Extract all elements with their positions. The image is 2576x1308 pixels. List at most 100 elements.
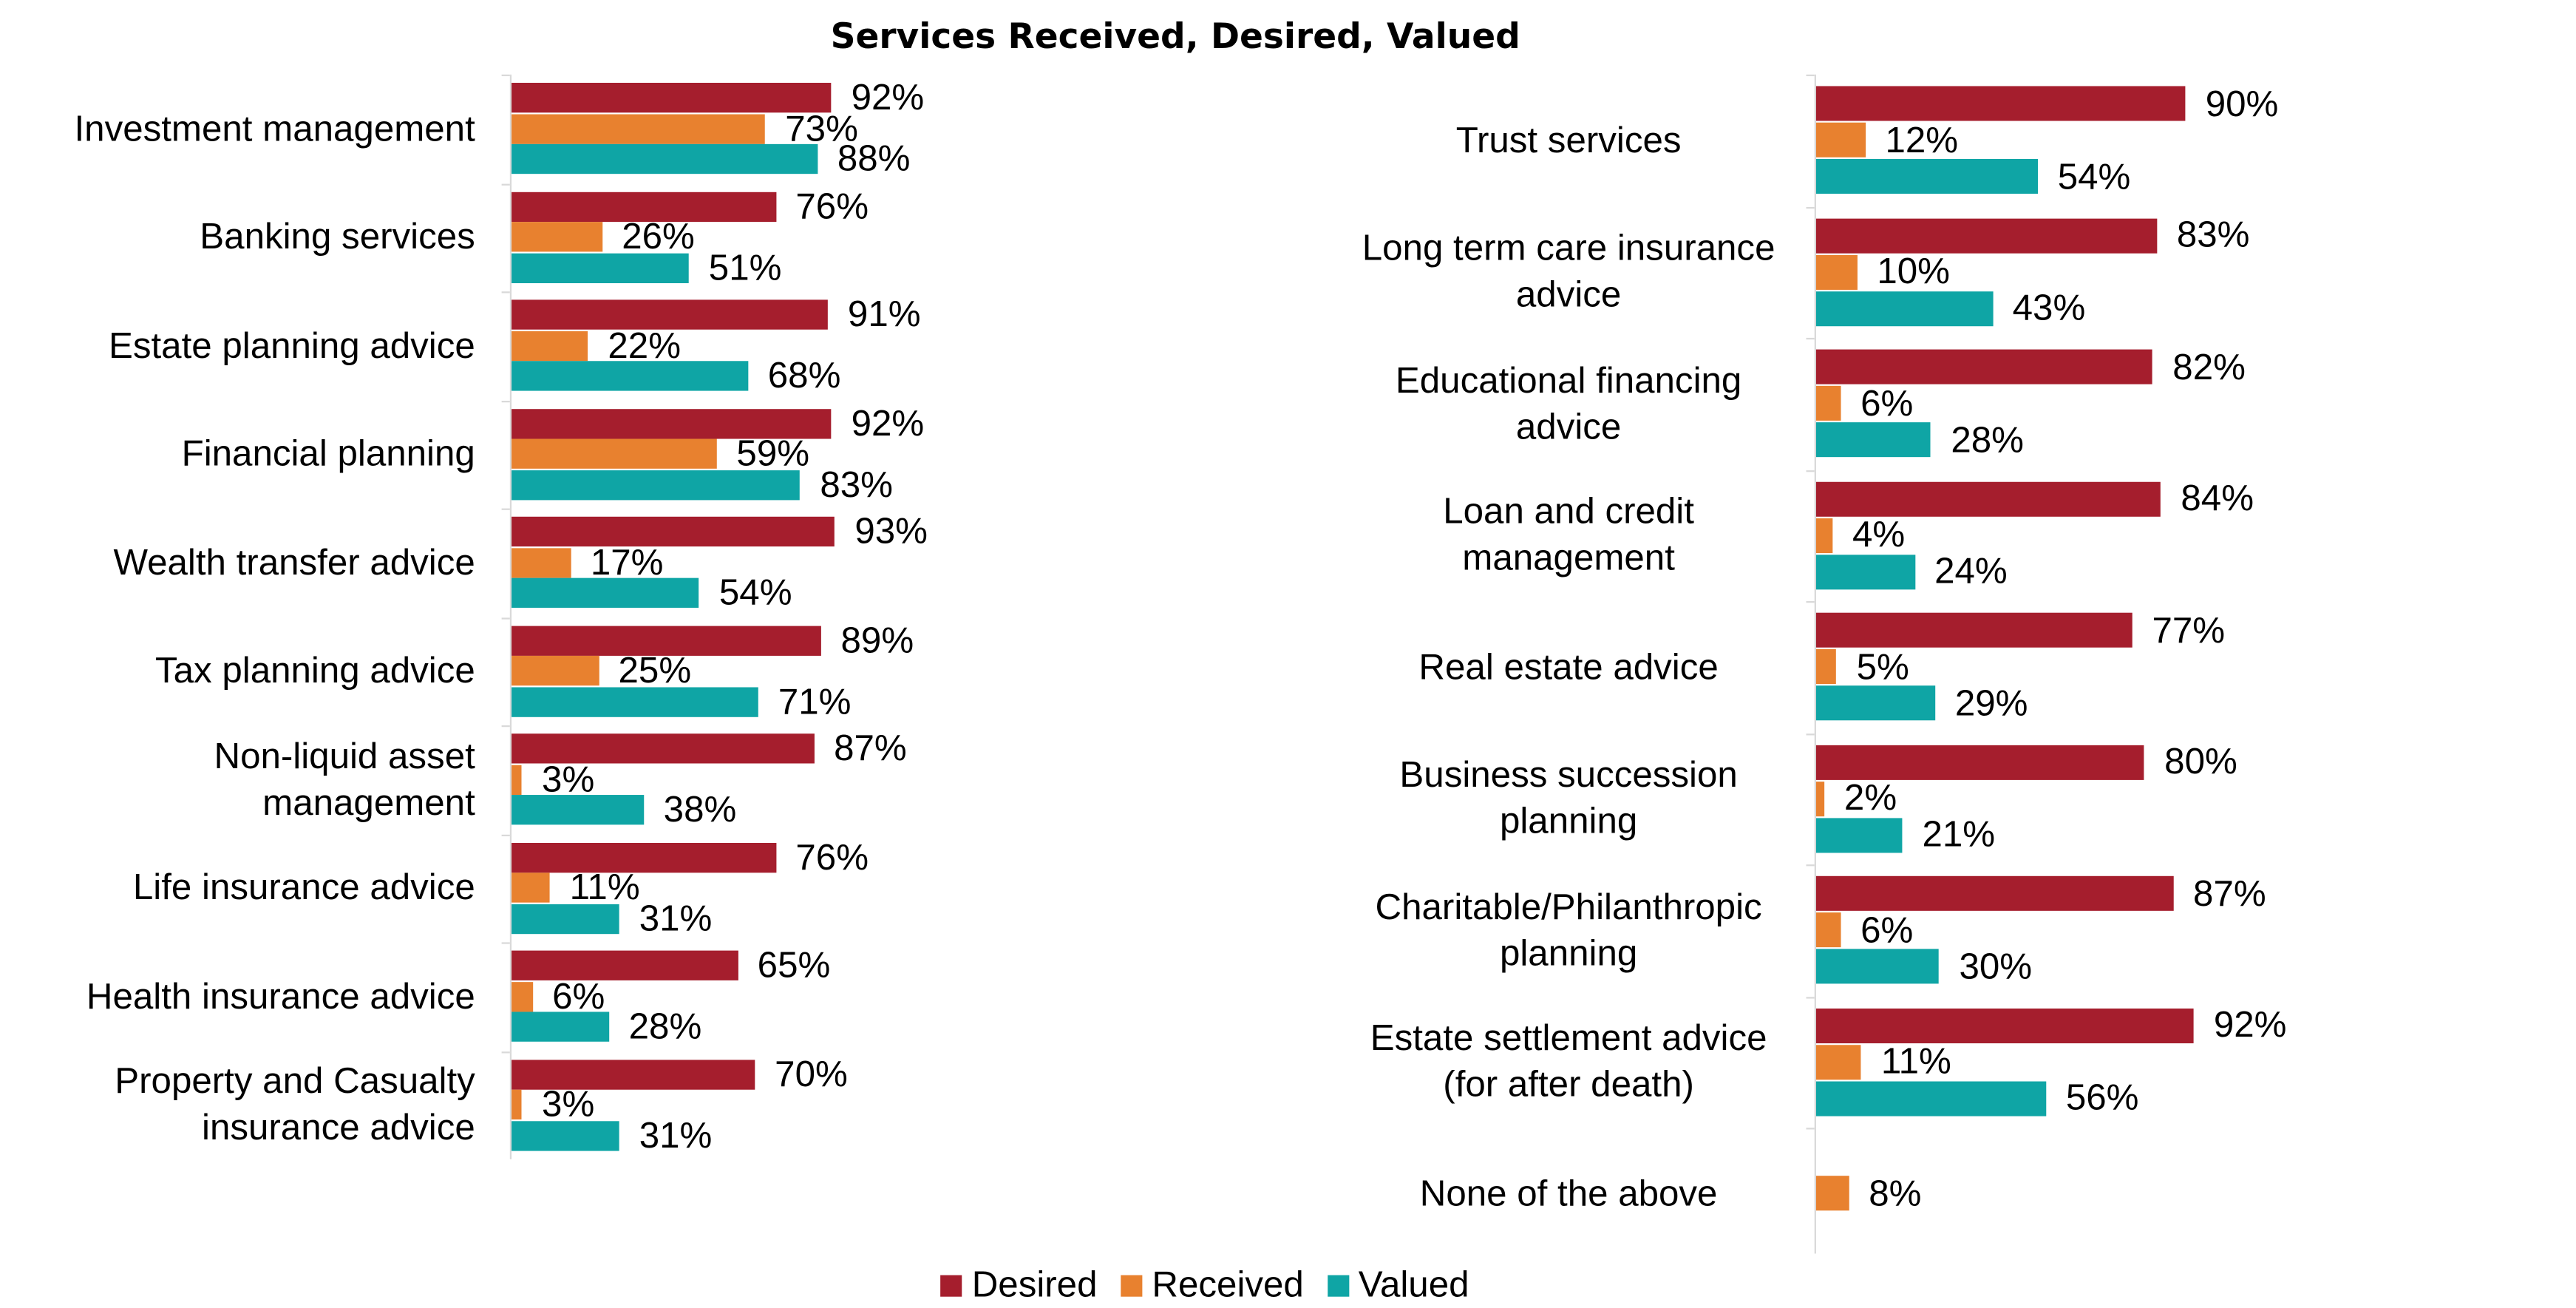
tick-mark <box>1806 601 1815 603</box>
tick-mark <box>1806 996 1815 998</box>
bar <box>512 578 700 609</box>
data-label: 28% <box>1951 419 2024 461</box>
bar <box>1815 1080 2046 1116</box>
axis-line <box>1814 74 1816 1254</box>
bar <box>512 1012 609 1043</box>
data-label: 90% <box>2205 82 2279 124</box>
bar <box>1815 87 2186 122</box>
tick-mark <box>501 508 510 510</box>
data-label: 76% <box>795 185 869 227</box>
data-label: 11% <box>1880 1040 1951 1082</box>
category-label: Real estate advice <box>1418 645 1719 687</box>
category-label: Charitable/Philanthropic planning <box>1375 885 1762 974</box>
data-label: 3% <box>542 1083 595 1125</box>
bar <box>512 733 815 765</box>
category-label: Loan and credit management <box>1443 490 1694 579</box>
bar <box>512 686 758 717</box>
bar <box>1815 745 2145 780</box>
data-label: 65% <box>757 944 831 986</box>
data-label: 24% <box>1934 550 2008 592</box>
category-label: Investment management <box>74 107 475 149</box>
bar <box>1815 159 2038 194</box>
tick-mark <box>1806 733 1815 735</box>
data-label: 25% <box>618 649 692 691</box>
data-label: 89% <box>840 619 914 661</box>
data-label: 21% <box>1922 813 1996 855</box>
bar <box>512 299 829 331</box>
data-label: 2% <box>1843 776 1897 819</box>
category-label: Estate settlement advice (for after deat… <box>1370 1017 1767 1105</box>
bar <box>512 765 523 795</box>
bar <box>1815 1176 1849 1211</box>
tick-mark <box>1806 337 1815 340</box>
bar <box>1815 518 1833 553</box>
data-label: 68% <box>767 354 841 396</box>
bar <box>1815 912 1841 948</box>
category-label: Trust services <box>1455 118 1682 160</box>
category-label: Financial planning <box>181 433 475 475</box>
bar <box>1815 350 2153 385</box>
data-label: 51% <box>708 246 782 288</box>
data-label: 30% <box>1959 945 2033 987</box>
tick-mark <box>501 183 510 185</box>
bar <box>512 408 832 438</box>
bar <box>512 517 835 547</box>
data-label: 83% <box>820 463 893 505</box>
data-label: 77% <box>2152 609 2226 651</box>
category-label: Non-liquid asset management <box>214 734 475 823</box>
data-label: 91% <box>847 293 921 335</box>
data-label: 71% <box>778 680 852 722</box>
category-label: Life insurance advice <box>132 866 475 908</box>
bar <box>1815 481 2161 517</box>
chart-title: Services Received, Desired, Valued <box>830 16 1520 57</box>
bar <box>1815 554 1915 589</box>
tick-mark <box>1806 74 1815 77</box>
category-label: Tax planning advice <box>154 649 475 691</box>
legend-swatch <box>1327 1274 1349 1296</box>
tick-mark <box>1806 864 1815 867</box>
bar <box>1815 218 2157 254</box>
data-label: 6% <box>1860 909 1914 951</box>
bar <box>512 439 717 470</box>
tick-mark <box>501 74 510 77</box>
data-label: 6% <box>1860 382 1914 424</box>
data-label: 6% <box>552 975 605 1017</box>
tick-mark <box>1806 1128 1815 1130</box>
tick-mark <box>501 725 510 728</box>
category-label: Property and Casualty insurance advice <box>115 1060 475 1148</box>
data-label: 8% <box>1869 1172 1922 1214</box>
data-label: 84% <box>2181 477 2254 519</box>
bar <box>1815 649 1837 685</box>
data-label: 88% <box>837 138 911 180</box>
legend-label: Received <box>1152 1263 1304 1305</box>
legend-item: Received <box>1120 1262 1304 1308</box>
legend-item: Desired <box>940 1262 1098 1308</box>
tick-mark <box>501 833 510 836</box>
bar <box>512 331 588 361</box>
bar <box>512 547 571 578</box>
bar <box>1815 123 1866 158</box>
tick-mark <box>501 617 510 619</box>
bar <box>1815 817 1903 853</box>
bar <box>512 1059 755 1090</box>
data-label: 4% <box>1852 513 1906 555</box>
bar <box>1815 254 1858 290</box>
data-label: 5% <box>1856 645 1909 687</box>
data-label: 80% <box>2164 740 2237 782</box>
category-label: None of the above <box>1419 1172 1718 1214</box>
data-label: 83% <box>2176 214 2250 256</box>
bar <box>512 626 821 656</box>
data-label: 29% <box>1954 682 2028 724</box>
legend-label: Valued <box>1358 1263 1469 1305</box>
bar <box>512 904 619 934</box>
bar <box>512 872 550 904</box>
bar <box>512 470 801 500</box>
data-label: 76% <box>795 836 869 878</box>
bar <box>1815 781 1825 816</box>
data-label: 28% <box>628 1006 702 1048</box>
tick-mark <box>501 399 510 402</box>
data-label: 56% <box>2065 1077 2139 1119</box>
data-label: 43% <box>2012 287 2086 329</box>
